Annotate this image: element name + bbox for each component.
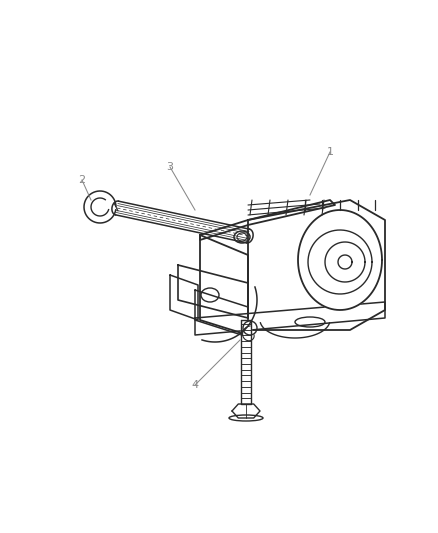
Polygon shape xyxy=(170,275,198,320)
Text: 2: 2 xyxy=(78,175,85,185)
Polygon shape xyxy=(232,404,260,418)
Polygon shape xyxy=(298,210,382,310)
Text: 3: 3 xyxy=(166,162,173,172)
Polygon shape xyxy=(248,200,385,330)
Polygon shape xyxy=(195,302,385,335)
Polygon shape xyxy=(200,235,248,335)
Polygon shape xyxy=(241,320,251,404)
Text: 4: 4 xyxy=(191,380,198,390)
Text: 1: 1 xyxy=(326,147,333,157)
Polygon shape xyxy=(200,200,335,240)
Polygon shape xyxy=(178,265,248,318)
Polygon shape xyxy=(195,290,248,337)
